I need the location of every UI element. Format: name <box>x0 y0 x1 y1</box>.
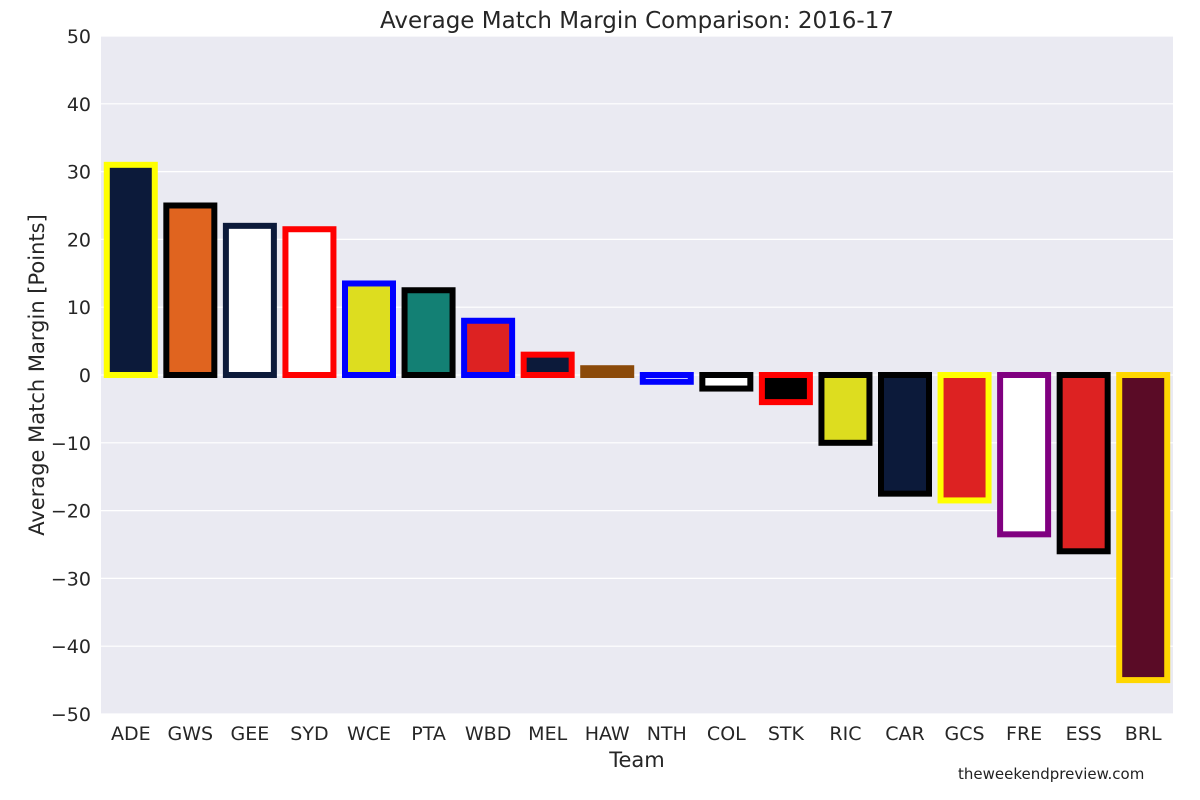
y-tick-labels: 50 40 30 20 10 0 −10 −20 −30 −40 −50 <box>51 26 91 726</box>
bar-ric <box>818 372 873 446</box>
bar-gws <box>163 202 218 378</box>
bar-gcs <box>937 372 992 504</box>
bar-haw <box>580 365 635 379</box>
x-tick-label: MEL <box>528 723 567 745</box>
bar-car <box>878 372 932 497</box>
bar-nth <box>639 372 694 385</box>
x-tick-label: WCE <box>347 723 391 745</box>
y-tick-label: 50 <box>67 26 91 48</box>
y-tick-label: −20 <box>51 501 91 523</box>
x-tick-label: HAW <box>585 723 630 745</box>
gridlines <box>101 35 1173 715</box>
x-tick-label: WBD <box>465 723 511 745</box>
bar-stk <box>758 372 813 406</box>
bar-wce <box>342 280 396 378</box>
x-tick-label: RIC <box>829 723 861 745</box>
bar-col <box>699 372 754 392</box>
y-tick-label: −40 <box>51 636 91 658</box>
x-tick-label: ESS <box>1066 723 1102 745</box>
x-tick-labels: ADE GWS GEE SYD WCE PTA WBD MEL HAW NTH COL STK RIC C… <box>111 723 1162 745</box>
y-tick-label: −10 <box>51 433 91 455</box>
x-tick-label: BRL <box>1125 723 1162 745</box>
x-tick-label: CAR <box>885 723 924 745</box>
x-tick-label: SYD <box>290 723 328 745</box>
bar-brl <box>1116 372 1171 684</box>
bar-mel <box>520 351 575 379</box>
y-tick-label: −30 <box>51 568 91 590</box>
x-tick-label: PTA <box>411 723 446 745</box>
y-tick-label: −50 <box>51 704 91 726</box>
x-tick-label: ADE <box>111 723 151 745</box>
watermark: theweekendpreview.com <box>958 765 1145 783</box>
bar-syd <box>282 226 337 378</box>
bar-gee <box>222 222 277 378</box>
y-tick-label: 20 <box>67 229 91 251</box>
bar-pta <box>401 287 456 378</box>
x-tick-label: GCS <box>945 723 985 745</box>
x-tick-label: FRE <box>1006 723 1042 745</box>
bar-ade <box>103 161 158 378</box>
x-tick-label: GWS <box>168 723 214 745</box>
chart-title: Average Match Margin Comparison: 2016-17 <box>380 8 894 34</box>
y-tick-label: 0 <box>79 365 91 387</box>
x-tick-label: NTH <box>647 723 687 745</box>
y-tick-label: 30 <box>67 162 91 184</box>
bar-wbd <box>461 317 516 379</box>
x-axis-label: Team <box>608 748 665 772</box>
bar-ess <box>1056 372 1111 555</box>
y-tick-label: 10 <box>67 297 91 319</box>
y-axis-label: Average Match Margin [Points] <box>25 214 49 536</box>
x-tick-label: STK <box>768 723 805 745</box>
bar-fre <box>997 372 1052 538</box>
y-tick-label: 40 <box>67 94 91 116</box>
x-tick-label: GEE <box>231 723 270 745</box>
x-tick-label: COL <box>707 723 746 745</box>
bars <box>103 161 1171 684</box>
